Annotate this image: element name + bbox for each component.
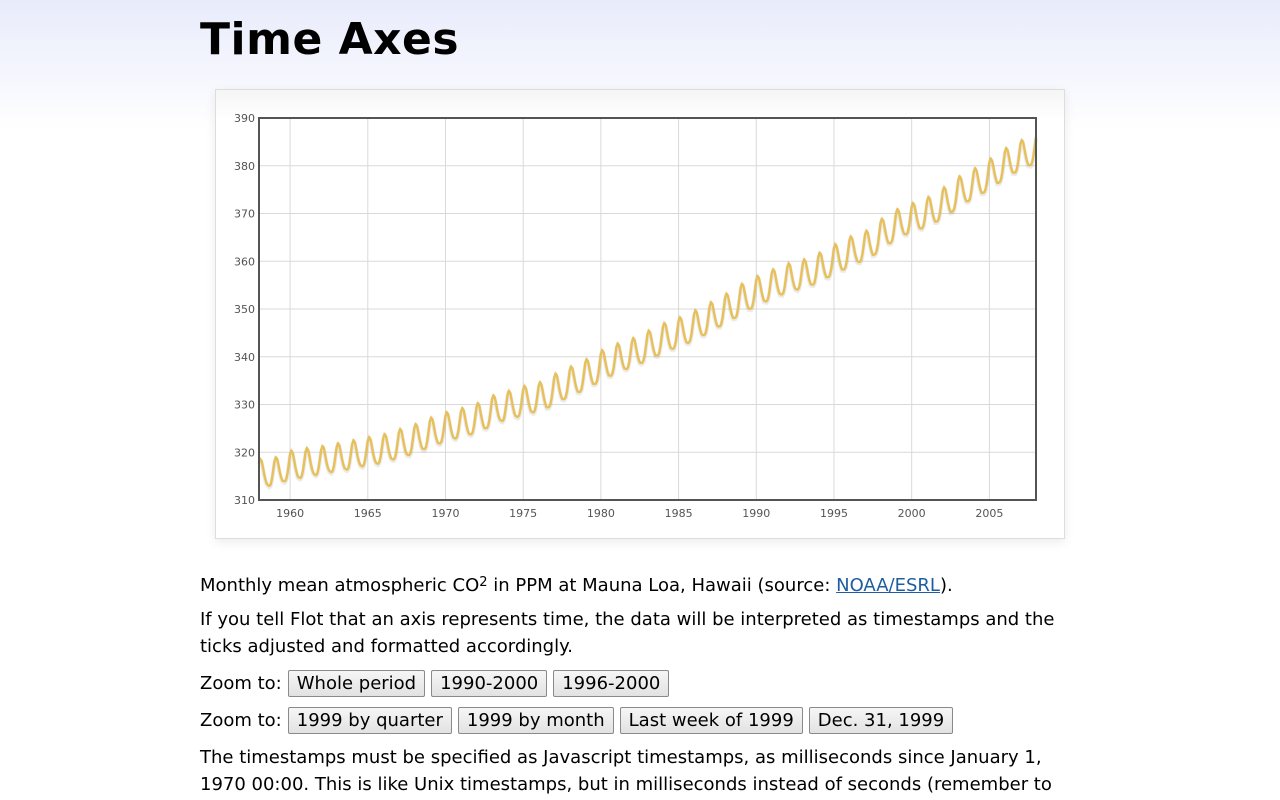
zoom-label: Zoom to:: [200, 673, 282, 694]
y-tick-label: 330: [234, 399, 255, 412]
x-tick-label: 1965: [354, 507, 382, 520]
zoom-last-week-1999-button[interactable]: Last week of 1999: [619, 707, 803, 734]
co2-series-line: [257, 136, 1038, 488]
y-tick-label: 320: [234, 446, 255, 459]
source-link[interactable]: NOAA/ESRL: [836, 575, 940, 596]
y-tick-label: 370: [234, 208, 255, 221]
zoom-row-periods: Zoom to: Whole period 1990-2000 1996-200…: [200, 670, 675, 697]
plot-border: [258, 117, 1037, 501]
x-tick-label: 1985: [665, 507, 693, 520]
y-tick-label: 390: [234, 112, 255, 125]
zoom-1990-2000-button[interactable]: 1990-2000: [431, 670, 548, 697]
chart-caption: Monthly mean atmospheric CO2 in PPM at M…: [200, 569, 1080, 599]
series-shadow: [257, 137, 1038, 490]
zoom-row-detail: Zoom to: 1999 by quarter 1999 by month L…: [200, 707, 959, 734]
x-tick-label: 1980: [587, 507, 615, 520]
x-tick-label: 2000: [898, 507, 926, 520]
y-tick-label: 310: [234, 494, 255, 507]
zoom-1999-month-button[interactable]: 1999 by month: [457, 707, 614, 734]
co2-time-chart[interactable]: 1960 1965 1970 1975 1980 1985 1990 1995 2000 2005…: [216, 90, 1066, 540]
caption-text-middle: in PPM at Mauna Loa, Hawaii (source:: [487, 575, 837, 596]
x-tick-label: 1975: [509, 507, 537, 520]
zoom-1996-2000-button[interactable]: 1996-2000: [553, 670, 670, 697]
x-tick-label: 1995: [820, 507, 848, 520]
timestamps-paragraph: The timestamps must be specified as Java…: [200, 747, 1052, 795]
zoom-1999-quarter-button[interactable]: 1999 by quarter: [287, 707, 452, 734]
caption-subscript: 2: [479, 575, 488, 590]
zoom-whole-period-button[interactable]: Whole period: [287, 670, 426, 697]
caption-text-before: Monthly mean atmospheric CO: [200, 575, 480, 596]
y-tick-label: 360: [234, 255, 255, 268]
description-paragraph: If you tell Flot that an axis represents…: [200, 609, 1055, 657]
y-tick-label: 340: [234, 351, 255, 364]
caption-text-after: ).: [939, 575, 953, 596]
y-tick-label: 380: [234, 160, 255, 173]
x-tick-label: 1960: [276, 507, 304, 520]
zoom-dec-31-1999-button[interactable]: Dec. 31, 1999: [808, 707, 954, 734]
page-title: Time Axes: [200, 14, 460, 65]
x-tick-label: 2005: [975, 507, 1003, 520]
chart-placeholder[interactable]: 1960 1965 1970 1975 1980 1985 1990 1995 2000 2005…: [215, 89, 1065, 539]
x-tick-label: 1990: [742, 507, 770, 520]
x-tick-label: 1970: [431, 507, 459, 520]
zoom-label: Zoom to:: [200, 710, 282, 731]
y-tick-label: 350: [234, 303, 255, 316]
